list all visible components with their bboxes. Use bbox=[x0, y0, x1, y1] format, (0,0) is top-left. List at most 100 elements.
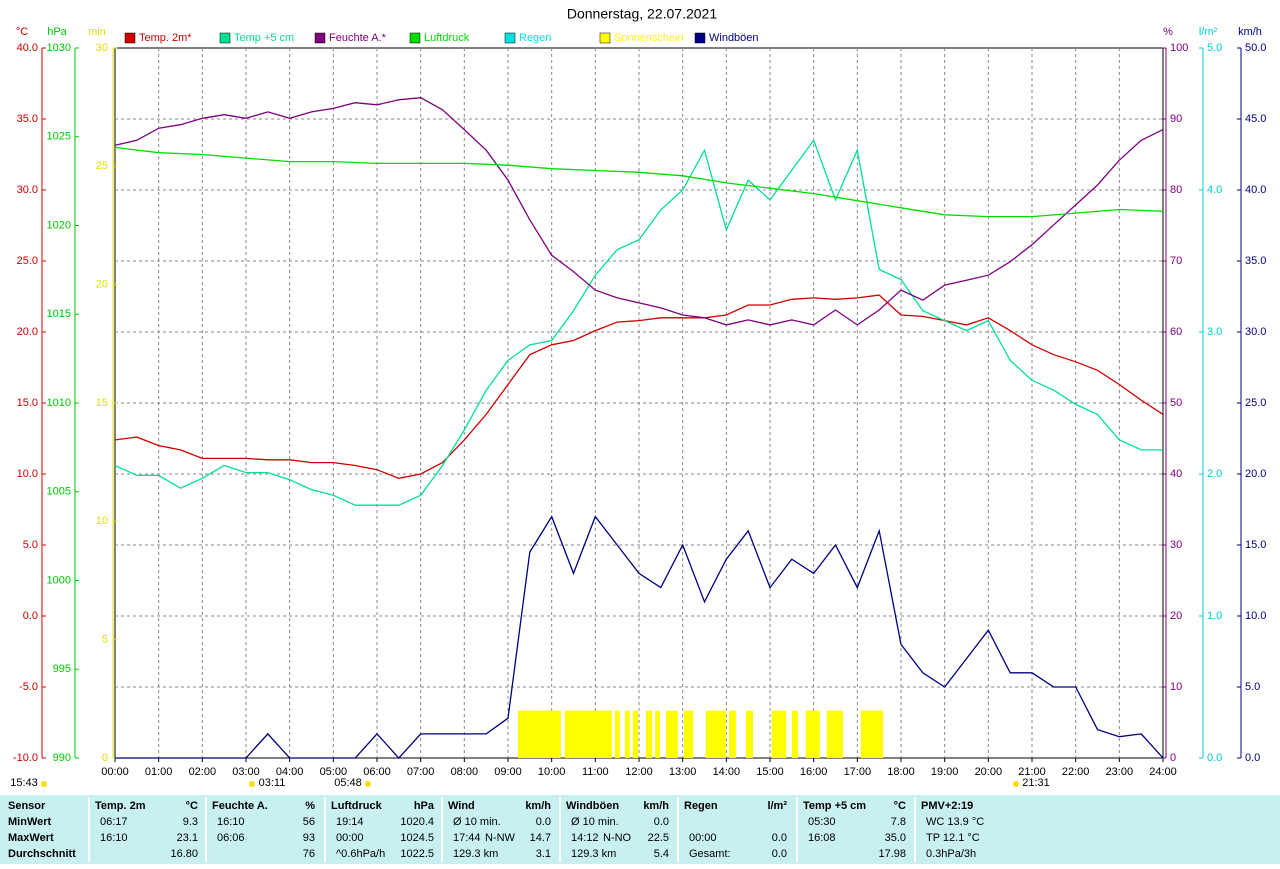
table-header: Windböen bbox=[566, 800, 619, 812]
sunshine-bar bbox=[860, 710, 884, 758]
legend-label: Luftdruck bbox=[424, 32, 470, 44]
annotation: 21:31 bbox=[1022, 777, 1050, 789]
sunshine-bar bbox=[666, 710, 678, 758]
legend-label: Windböen bbox=[709, 32, 759, 44]
y-tick-label: 90 bbox=[1170, 113, 1182, 125]
table-unit: % bbox=[305, 800, 315, 812]
table-header: Luftdruck bbox=[331, 800, 383, 812]
y-tick-label: 10.0 bbox=[17, 468, 38, 480]
table-cell: 5.4 bbox=[654, 848, 669, 860]
table-unit: l/m² bbox=[767, 800, 787, 812]
legend-label: Temp +5 cm bbox=[234, 32, 294, 44]
table-cell: Gesamt: bbox=[689, 848, 731, 860]
x-tick-label: 04:00 bbox=[276, 766, 304, 778]
table-cell: 14.7 bbox=[530, 832, 551, 844]
y-tick-label: 15.0 bbox=[17, 397, 38, 409]
y-tick-label: 5.0 bbox=[23, 539, 38, 551]
table-cell: 3.1 bbox=[536, 848, 551, 860]
x-tick-label: 13:00 bbox=[669, 766, 697, 778]
legend-swatch bbox=[124, 32, 136, 44]
y-tick-label: 1025 bbox=[47, 131, 71, 143]
sunshine-bar bbox=[614, 710, 620, 758]
table-header: Temp. 2m bbox=[95, 800, 146, 812]
x-tick-label: 02:00 bbox=[189, 766, 217, 778]
x-tick-label: 00:00 bbox=[101, 766, 129, 778]
sunshine-bar bbox=[655, 710, 660, 758]
y-tick-label: 1.0 bbox=[1207, 610, 1222, 622]
x-tick-label: 18:00 bbox=[887, 766, 915, 778]
y-tick-label: 5.0 bbox=[1207, 42, 1222, 54]
table-cell: 06:17 bbox=[100, 816, 128, 828]
table-cell: 19:14 bbox=[336, 816, 364, 828]
y-tick-label: 15.0 bbox=[1245, 539, 1266, 551]
x-tick-label: 06:00 bbox=[363, 766, 391, 778]
sun-icon bbox=[249, 781, 255, 787]
y-tick-label: 0 bbox=[1170, 752, 1176, 764]
y-tick-label: 3.0 bbox=[1207, 326, 1222, 338]
table-background bbox=[0, 795, 1280, 864]
table-cell: 22.5 bbox=[648, 832, 669, 844]
sun-icon bbox=[365, 781, 371, 787]
y-tick-label: 1005 bbox=[47, 486, 71, 498]
table-row-label: MaxWert bbox=[8, 832, 54, 844]
y-tick-label: 5.0 bbox=[1245, 681, 1260, 693]
table-header: Wind bbox=[448, 800, 475, 812]
table-unit: km/h bbox=[643, 800, 669, 812]
sunshine-bar bbox=[632, 710, 639, 758]
sunshine-bar bbox=[518, 710, 561, 758]
table-unit: km/h bbox=[525, 800, 551, 812]
y-tick-label: 1010 bbox=[47, 397, 71, 409]
table-cell: 1024.5 bbox=[400, 832, 434, 844]
table-unit: °C bbox=[186, 800, 198, 812]
table-cell: 17:44 bbox=[453, 832, 481, 844]
legend-swatch bbox=[219, 32, 231, 44]
table-cell: 06:06 bbox=[217, 832, 245, 844]
table-row-label: Durchschnitt bbox=[8, 848, 76, 860]
x-tick-label: 21:00 bbox=[1018, 766, 1046, 778]
y-tick-label: 30.0 bbox=[1245, 326, 1266, 338]
y-tick-label: -10.0 bbox=[13, 752, 38, 764]
sun-icon bbox=[1013, 781, 1019, 787]
y-tick-label: 20.0 bbox=[1245, 468, 1266, 480]
sunshine-bar bbox=[728, 710, 736, 758]
y-tick-label: 10 bbox=[1170, 681, 1182, 693]
axis-unit: hPa bbox=[47, 26, 67, 38]
sunshine-bar bbox=[805, 710, 820, 758]
x-tick-label: 23:00 bbox=[1106, 766, 1134, 778]
table-header: Feuchte A. bbox=[212, 800, 268, 812]
legend-label: Temp. 2m* bbox=[139, 32, 192, 44]
y-tick-label: 70 bbox=[1170, 255, 1182, 267]
x-tick-label: 16:00 bbox=[800, 766, 828, 778]
x-tick-label: 10:00 bbox=[538, 766, 566, 778]
x-tick-label: 05:00 bbox=[320, 766, 348, 778]
sunshine-bar bbox=[645, 710, 653, 758]
table-cell: 05:30 bbox=[808, 816, 836, 828]
y-tick-label: 1020 bbox=[47, 219, 71, 231]
series-line bbox=[114, 146, 1164, 218]
sunshine-bar bbox=[745, 710, 753, 758]
table-unit: °C bbox=[894, 800, 906, 812]
y-tick-label: 20 bbox=[1170, 610, 1182, 622]
chart-title: Donnerstag, 22.07.2021 bbox=[567, 6, 717, 22]
table-header: PMV+2:19 bbox=[921, 800, 973, 812]
sunshine-bar bbox=[771, 710, 787, 758]
y-tick-label: 40.0 bbox=[17, 42, 38, 54]
y-tick-label: 45.0 bbox=[1245, 113, 1266, 125]
legend-label: Regen bbox=[519, 32, 551, 44]
y-tick-label: 20.0 bbox=[17, 326, 38, 338]
y-tick-label: 35.0 bbox=[17, 113, 38, 125]
table-cell: 1020.4 bbox=[400, 816, 434, 828]
y-tick-label: 25.0 bbox=[17, 255, 38, 267]
sunshine-bar bbox=[791, 710, 798, 758]
y-tick-label: 40.0 bbox=[1245, 184, 1266, 196]
axis-unit: % bbox=[1163, 26, 1173, 38]
axis-unit: min bbox=[88, 26, 106, 38]
annotation: 05:48 bbox=[334, 777, 362, 789]
y-tick-label: 100 bbox=[1170, 42, 1188, 54]
table-cell: Ø 10 min. bbox=[453, 816, 501, 828]
y-tick-label: 30 bbox=[1170, 539, 1182, 551]
y-tick-label: 50 bbox=[1170, 397, 1182, 409]
y-tick-label: 15 bbox=[96, 397, 108, 409]
table-cell: 9.3 bbox=[183, 816, 198, 828]
y-tick-label: 25 bbox=[96, 160, 108, 172]
